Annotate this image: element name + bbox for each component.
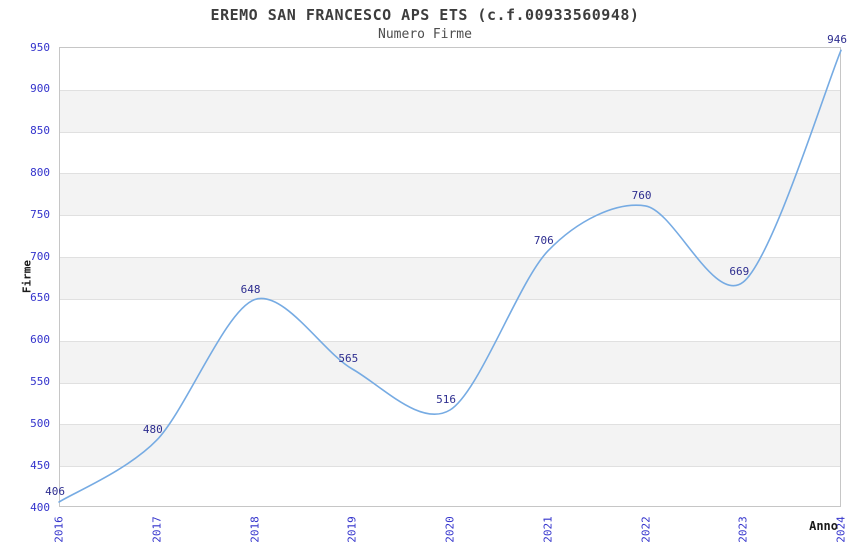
y-tick-label: 650 xyxy=(30,291,50,305)
plot-band xyxy=(60,89,840,132)
x-tick-label: 2022 xyxy=(639,516,652,543)
plot-band xyxy=(60,131,840,174)
y-tick-label: 600 xyxy=(30,333,50,347)
data-point-label: 516 xyxy=(436,392,456,406)
gridline xyxy=(60,424,840,426)
x-tick-label: 2019 xyxy=(345,516,359,543)
y-tick-label: 950 xyxy=(30,40,50,54)
data-point-label: 648 xyxy=(240,282,261,296)
plot-band xyxy=(60,215,840,258)
y-tick-label: 750 xyxy=(30,207,50,221)
gridline xyxy=(60,298,840,300)
plot-band xyxy=(60,48,840,90)
gridline xyxy=(60,257,840,259)
x-axis-title: Anno xyxy=(809,519,838,533)
plot-band xyxy=(60,466,840,506)
y-tick-label: 500 xyxy=(30,416,50,430)
plot-band xyxy=(60,173,840,216)
gridline xyxy=(60,173,840,175)
y-tick-label: 400 xyxy=(30,500,50,514)
y-tick-label: 900 xyxy=(30,82,50,96)
y-tick-label: 450 xyxy=(30,458,50,472)
gridline xyxy=(60,340,840,342)
data-point-label: 946 xyxy=(827,33,847,47)
y-tick-label: 850 xyxy=(30,124,50,138)
data-point-label: 565 xyxy=(338,352,359,365)
gridline xyxy=(60,382,840,384)
y-tick-label: 550 xyxy=(30,375,50,389)
y-tick-label: 700 xyxy=(30,249,50,263)
data-point-label: 480 xyxy=(142,423,163,437)
x-tick-label: 2020 xyxy=(443,516,457,543)
data-point-label: 406 xyxy=(45,484,65,498)
chart-title: EREMO SAN FRANCESCO APS ETS (c.f.0093356… xyxy=(210,6,640,24)
plot-band xyxy=(60,424,840,467)
x-tick-label: 2018 xyxy=(248,516,261,543)
gridline xyxy=(60,131,840,133)
gridline xyxy=(60,89,840,91)
x-tick-label: 2017 xyxy=(150,516,164,543)
x-tick-label: 2016 xyxy=(52,516,66,543)
gridline xyxy=(60,215,840,217)
y-tick-label: 800 xyxy=(30,165,50,179)
gridline xyxy=(60,466,840,468)
data-point-label: 669 xyxy=(729,265,750,279)
data-point-label: 706 xyxy=(533,234,554,248)
chart-subtitle: Numero Firme xyxy=(378,27,472,42)
plot-band xyxy=(60,298,840,341)
data-point-label: 760 xyxy=(631,188,652,202)
x-tick-label: 2023 xyxy=(736,516,750,543)
y-axis-title: Firme xyxy=(20,259,34,294)
x-tick-label: 2021 xyxy=(541,516,555,543)
plot-band xyxy=(60,340,840,383)
